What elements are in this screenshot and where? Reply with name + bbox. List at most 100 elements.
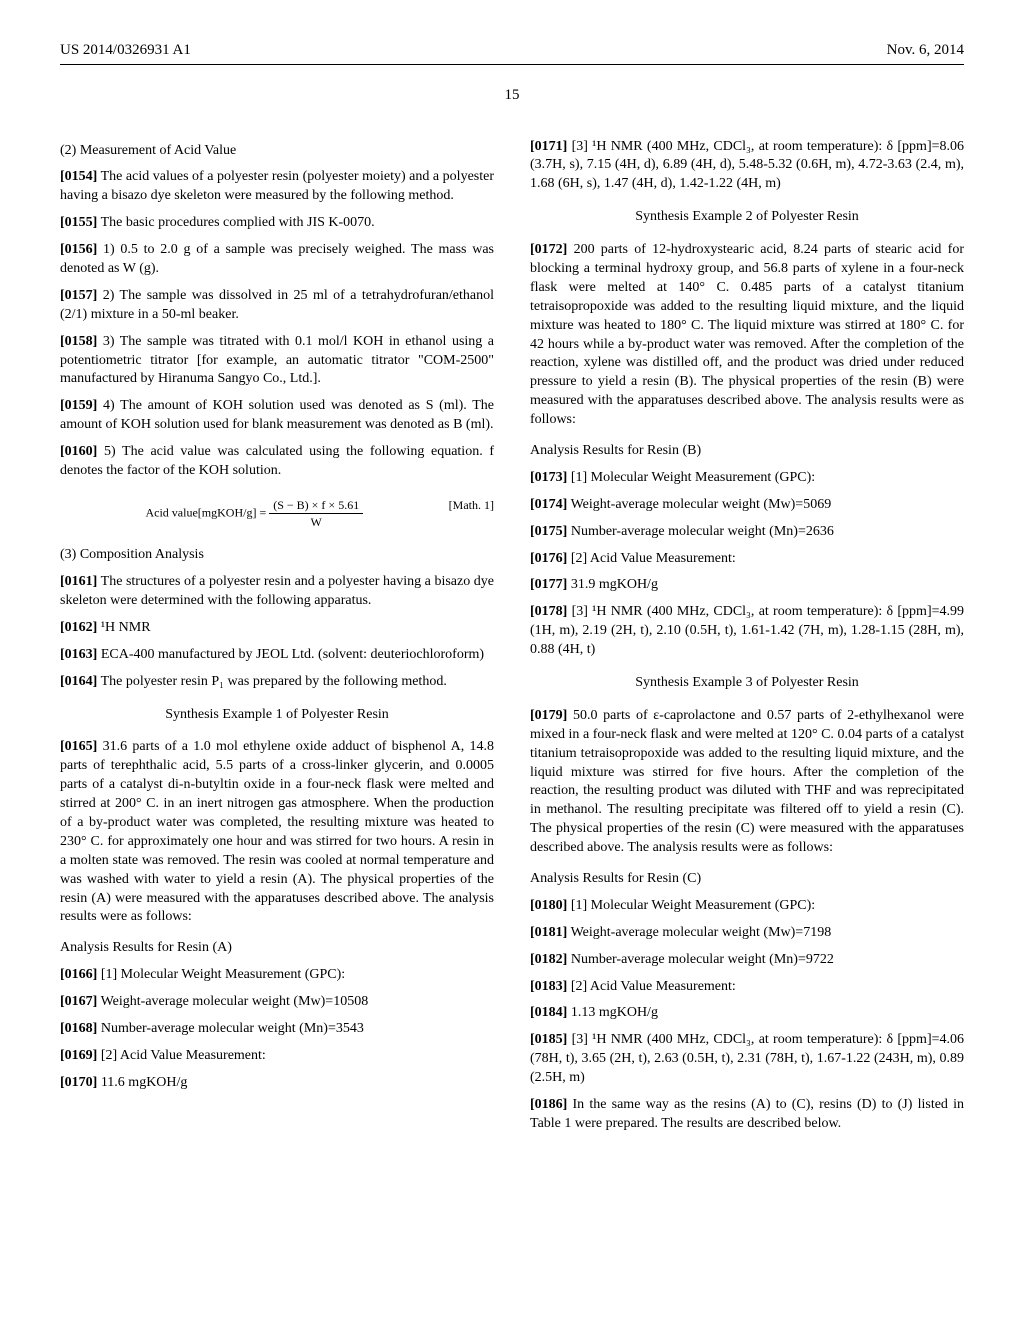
para-0179: [0179] 50.0 parts of ε-caprolactone and …: [530, 707, 964, 858]
para-text: Weight-average molecular weight (Mw)=105…: [101, 994, 369, 1009]
para-num: [0159]: [60, 398, 97, 413]
para-text: 50.0 parts of ε-caprolactone and 0.57 pa…: [530, 708, 964, 855]
para-num: [0164]: [60, 674, 97, 689]
para-0160: [0160] 5) The acid value was calculated …: [60, 443, 494, 481]
para-0183: [0183] [2] Acid Value Measurement:: [530, 978, 964, 997]
para-num: [0183]: [530, 979, 567, 994]
para-0185: [0185] [3] ¹H NMR (400 MHz, CDCl₃, at ro…: [530, 1031, 964, 1088]
para-0159: [0159] 4) The amount of KOH solution use…: [60, 397, 494, 435]
para-0166: [0166] [1] Molecular Weight Measurement …: [60, 966, 494, 985]
para-text: [3] ¹H NMR (400 MHz, CDCl₃, at room temp…: [530, 604, 964, 657]
para-num: [0154]: [60, 169, 97, 184]
para-num: [0179]: [530, 708, 567, 723]
equation-acid-value: [Math. 1] Acid value[mgKOH/g] = (S − B) …: [60, 497, 494, 530]
left-column: (2) Measurement of Acid Value [0154] The…: [60, 130, 494, 1142]
para-text: The basic procedures complied with JIS K…: [101, 215, 375, 230]
para-0171: [0171] [3] ¹H NMR (400 MHz, CDCl₃, at ro…: [530, 138, 964, 195]
para-0161: [0161] The structures of a polyester res…: [60, 573, 494, 611]
para-0176: [0176] [2] Acid Value Measurement:: [530, 550, 964, 569]
para-num: [0156]: [60, 242, 97, 257]
para-0180: [0180] [1] Molecular Weight Measurement …: [530, 897, 964, 916]
page-header: US 2014/0326931 A1 Nov. 6, 2014: [60, 40, 964, 65]
para-0168: [0168] Number-average molecular weight (…: [60, 1020, 494, 1039]
para-num: [0165]: [60, 739, 97, 754]
para-0163: [0163] ECA-400 manufactured by JEOL Ltd.…: [60, 646, 494, 665]
publication-date: Nov. 6, 2014: [887, 40, 964, 60]
para-text: 1) 0.5 to 2.0 g of a sample was precisel…: [60, 242, 494, 276]
para-num: [0161]: [60, 574, 97, 589]
para-num: [0174]: [530, 497, 567, 512]
para-num: [0181]: [530, 925, 567, 940]
para-num: [0157]: [60, 288, 97, 303]
para-text: 5) The acid value was calculated using t…: [60, 444, 494, 478]
para-0174: [0174] Weight-average molecular weight (…: [530, 496, 964, 515]
synthesis-3-title: Synthesis Example 3 of Polyester Resin: [530, 674, 964, 693]
para-text: The acid values of a polyester resin (po…: [60, 169, 494, 203]
para-text: Number-average molecular weight (Mn)=354…: [101, 1021, 364, 1036]
para-0172: [0172] 200 parts of 12-hydroxystearic ac…: [530, 241, 964, 430]
para-text: Weight-average molecular weight (Mw)=506…: [571, 497, 832, 512]
para-text: [2] Acid Value Measurement:: [101, 1048, 266, 1063]
para-text: Number-average molecular weight (Mn)=263…: [571, 524, 834, 539]
para-num: [0170]: [60, 1075, 97, 1090]
para-text: Number-average molecular weight (Mn)=972…: [571, 952, 834, 967]
para-num: [0158]: [60, 334, 97, 349]
resin-c-title: Analysis Results for Resin (C): [530, 870, 964, 889]
page-number: 15: [60, 85, 964, 105]
para-0169: [0169] [2] Acid Value Measurement:: [60, 1047, 494, 1066]
eq-denominator: W: [269, 514, 363, 530]
para-0167: [0167] Weight-average molecular weight (…: [60, 993, 494, 1012]
para-0184: [0184] 1.13 mgKOH/g: [530, 1004, 964, 1023]
eq-lhs: Acid value[mgKOH/g] =: [145, 505, 269, 519]
para-text: 200 parts of 12-hydroxystearic acid, 8.2…: [530, 242, 964, 427]
para-text: [1] Molecular Weight Measurement (GPC):: [101, 967, 345, 982]
para-0186: [0186] In the same way as the resins (A)…: [530, 1096, 964, 1134]
para-0177: [0177] 31.9 mgKOH/g: [530, 576, 964, 595]
para-0157: [0157] 2) The sample was dissolved in 25…: [60, 287, 494, 325]
synthesis-1-title: Synthesis Example 1 of Polyester Resin: [60, 706, 494, 725]
para-num: [0171]: [530, 139, 567, 154]
para-text: The structures of a polyester resin and …: [60, 574, 494, 608]
para-text: 11.6 mgKOH/g: [101, 1075, 188, 1090]
para-text: 3) The sample was titrated with 0.1 mol/…: [60, 334, 494, 387]
para-0181: [0181] Weight-average molecular weight (…: [530, 924, 964, 943]
para-text: Weight-average molecular weight (Mw)=719…: [571, 925, 832, 940]
heading-acid-value: (2) Measurement of Acid Value: [60, 142, 494, 161]
para-text: 4) The amount of KOH solution used was d…: [60, 398, 494, 432]
two-column-layout: (2) Measurement of Acid Value [0154] The…: [60, 130, 964, 1142]
para-num: [0180]: [530, 898, 567, 913]
para-num: [0160]: [60, 444, 97, 459]
math-label: [Math. 1]: [449, 497, 494, 513]
para-text: 1.13 mgKOH/g: [571, 1005, 658, 1020]
para-text: In the same way as the resins (A) to (C)…: [530, 1097, 964, 1131]
para-0173: [0173] [1] Molecular Weight Measurement …: [530, 469, 964, 488]
para-num: [0163]: [60, 647, 97, 662]
para-text: [1] Molecular Weight Measurement (GPC):: [571, 470, 815, 485]
para-num: [0186]: [530, 1097, 567, 1112]
para-text: [1] Molecular Weight Measurement (GPC):: [571, 898, 815, 913]
resin-b-title: Analysis Results for Resin (B): [530, 442, 964, 461]
para-0155: [0155] The basic procedures complied wit…: [60, 214, 494, 233]
para-0182: [0182] Number-average molecular weight (…: [530, 951, 964, 970]
para-num: [0177]: [530, 577, 567, 592]
para-num: [0167]: [60, 994, 97, 1009]
para-0164: [0164] The polyester resin P₁ was prepar…: [60, 673, 494, 692]
para-0158: [0158] 3) The sample was titrated with 0…: [60, 333, 494, 390]
heading-composition: (3) Composition Analysis: [60, 546, 494, 565]
para-text: ECA-400 manufactured by JEOL Ltd. (solve…: [101, 647, 484, 662]
para-0165: [0165] 31.6 parts of a 1.0 mol ethylene …: [60, 738, 494, 927]
para-num: [0184]: [530, 1005, 567, 1020]
para-text: [2] Acid Value Measurement:: [571, 979, 736, 994]
publication-number: US 2014/0326931 A1: [60, 40, 191, 60]
para-text: [3] ¹H NMR (400 MHz, CDCl₃, at room temp…: [530, 139, 964, 192]
para-0154: [0154] The acid values of a polyester re…: [60, 168, 494, 206]
para-text: 31.9 mgKOH/g: [571, 577, 658, 592]
eq-numerator: (S − B) × f × 5.61: [269, 497, 363, 514]
para-text: 31.6 parts of a 1.0 mol ethylene oxide a…: [60, 739, 494, 924]
para-0156: [0156] 1) 0.5 to 2.0 g of a sample was p…: [60, 241, 494, 279]
para-num: [0162]: [60, 620, 97, 635]
para-num: [0178]: [530, 604, 567, 619]
para-num: [0182]: [530, 952, 567, 967]
para-text: [3] ¹H NMR (400 MHz, CDCl₃, at room temp…: [530, 1032, 964, 1085]
synthesis-2-title: Synthesis Example 2 of Polyester Resin: [530, 208, 964, 227]
